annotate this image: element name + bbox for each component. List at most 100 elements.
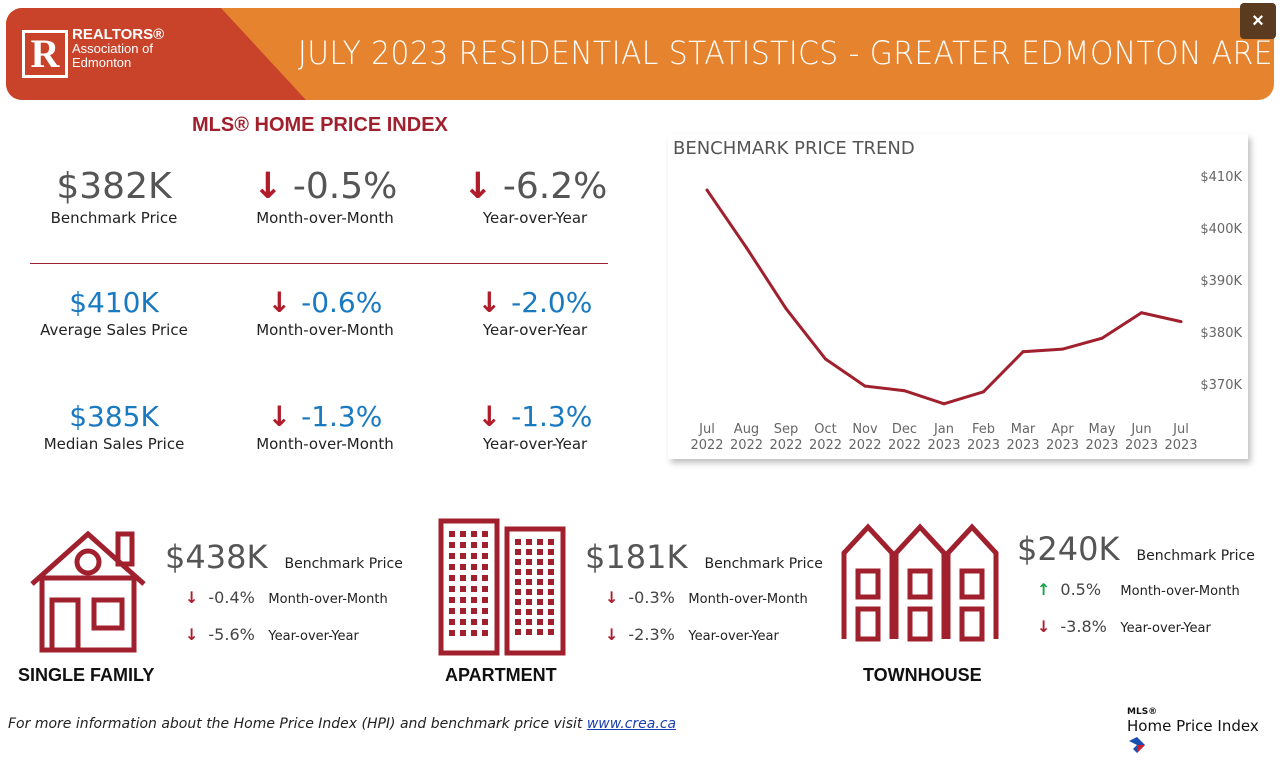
data-point <box>1100 336 1104 340</box>
data-point <box>1140 311 1143 315</box>
down-arrow-icon: ↓ <box>462 166 493 207</box>
property-value-label: Benchmark Price <box>1136 548 1255 564</box>
down-arrow-icon: ↓ <box>185 625 199 644</box>
footer-text: For more information about the Home Pric… <box>8 716 676 732</box>
x-tick-label: 2023 <box>1164 438 1197 453</box>
stat-label: Average Sales Price <box>40 321 188 339</box>
stat-label: Month-over-Month <box>256 321 394 339</box>
y-tick-label: $370K <box>1200 378 1242 393</box>
footer-label: For more information about the Home Pric… <box>8 716 587 732</box>
down-arrow-icon: ↓ <box>252 166 283 207</box>
stat-label: Median Sales Price <box>43 435 185 453</box>
x-tick-label: Oct <box>814 422 836 437</box>
y-tick-label: $400K <box>1200 222 1242 237</box>
data-point <box>942 402 946 406</box>
x-tick-label: Jan <box>933 422 954 437</box>
close-button[interactable]: × <box>1240 3 1276 39</box>
data-point <box>745 246 748 250</box>
x-tick-label: 2023 <box>1085 438 1118 453</box>
yoy-value: -3.8% <box>1060 617 1107 636</box>
data-point <box>982 390 985 394</box>
page-title: JULY 2023 RESIDENTIAL STATISTICS - GREAT… <box>298 34 1274 72</box>
down-arrow-icon: ↓ <box>605 588 619 607</box>
yoy-label: Year-over-Year <box>268 629 359 644</box>
mom-value: -0.4% <box>208 588 255 607</box>
property-stats: $181K Benchmark Price ↓ -0.3% Month-over-M… <box>585 538 845 644</box>
x-tick-label: 2023 <box>1046 438 1079 453</box>
x-tick-label: 2023 <box>1006 438 1039 453</box>
mom-label: Month-over-Month <box>688 592 808 607</box>
stat-label: Benchmark Price <box>50 209 178 227</box>
x-tick-label: 2023 <box>927 438 960 453</box>
x-tick-label: Nov <box>852 422 878 437</box>
x-tick-label: 2022 <box>690 438 723 453</box>
x-tick-label: 2022 <box>888 438 921 453</box>
benchmark-chart: BENCHMARK PRICE TREND $370K $380K $390K $40… <box>668 134 1248 459</box>
x-tick-label: 2022 <box>769 438 802 453</box>
data-point <box>863 384 867 388</box>
data-point <box>1021 350 1025 354</box>
yoy-value: -2.3% <box>628 625 675 644</box>
benchmark-price-line <box>705 189 1182 406</box>
mom-label: Month-over-Month <box>1120 584 1240 599</box>
stat-value: -1.3% <box>301 400 383 433</box>
yoy-stat: ↓ -6.2% Year-over-Year <box>435 166 635 227</box>
property-value: $240K <box>1017 530 1120 568</box>
stat-value: $410K <box>69 286 159 319</box>
stat-label: Year-over-Year <box>482 435 588 453</box>
property-value: $438K <box>165 538 268 576</box>
down-arrow-icon: ↓ <box>477 286 502 319</box>
value-stat: $410K Average Sales Price <box>14 286 214 339</box>
stat-label: Month-over-Month <box>256 209 394 227</box>
stat-label: Year-over-Year <box>482 209 588 227</box>
house-icon <box>28 514 148 658</box>
mom-stat: ↓ -1.3% Month-over-Month <box>225 400 425 453</box>
x-tick-label: Sep <box>774 422 799 437</box>
yoy-label: Year-over-Year <box>1120 621 1211 636</box>
down-arrow-icon: ↓ <box>185 588 199 607</box>
value-stat: $385K Median Sales Price <box>14 400 214 453</box>
apartment-icon <box>437 517 567 661</box>
divider <box>30 263 608 264</box>
stat-value: $382K <box>56 166 172 207</box>
x-tick-label: Mar <box>1011 422 1036 437</box>
data-point <box>705 188 709 192</box>
y-tick-label: $390K <box>1200 274 1242 289</box>
x-tick-label: Dec <box>892 422 917 437</box>
stat-value: -0.6% <box>301 286 383 319</box>
down-arrow-icon: ↓ <box>1037 617 1051 636</box>
org-line1: REALTORS® <box>72 26 165 43</box>
down-arrow-icon: ↓ <box>267 286 292 319</box>
mls-hpi-logo: MLS® Home Price Index <box>1127 707 1280 755</box>
brand-line1: MLS® <box>1127 707 1158 717</box>
y-tick-label: $380K <box>1200 326 1242 341</box>
data-point <box>1179 320 1183 324</box>
up-arrow-icon: ↑ <box>1037 580 1051 599</box>
stat-value: -6.2% <box>502 166 608 207</box>
data-point <box>824 357 827 361</box>
yoy-value: -5.6% <box>208 625 255 644</box>
x-tick-label: Jul <box>698 422 715 437</box>
x-tick-label: 2022 <box>809 438 842 453</box>
down-arrow-icon: ↓ <box>267 400 292 433</box>
property-value: $181K <box>585 538 688 576</box>
stat-label: Month-over-Month <box>256 435 394 453</box>
data-point <box>784 307 788 311</box>
down-arrow-icon: ↓ <box>605 625 619 644</box>
crea-link[interactable]: www.crea.ca <box>586 716 677 732</box>
stat-value: -1.3% <box>511 400 593 433</box>
data-point <box>903 389 906 393</box>
brand-line2: Home Price Index <box>1127 717 1259 735</box>
property-value-label: Benchmark Price <box>284 556 403 572</box>
property-name: TOWNHOUSE <box>863 665 982 685</box>
stat-value: -0.5% <box>292 166 398 207</box>
townhouse-icon <box>840 523 1000 647</box>
stat-label: Year-over-Year <box>482 321 588 339</box>
x-tick-label: May <box>1089 422 1116 437</box>
x-tick-label: 2023 <box>1125 438 1158 453</box>
x-tick-label: 2022 <box>730 438 763 453</box>
yoy-stat: ↓ -2.0% Year-over-Year <box>435 286 635 339</box>
property-stats: $438K Benchmark Price ↓ -0.4% Month-over-M… <box>165 538 425 644</box>
stat-value: -2.0% <box>511 286 593 319</box>
down-arrow-icon: ↓ <box>477 400 502 433</box>
